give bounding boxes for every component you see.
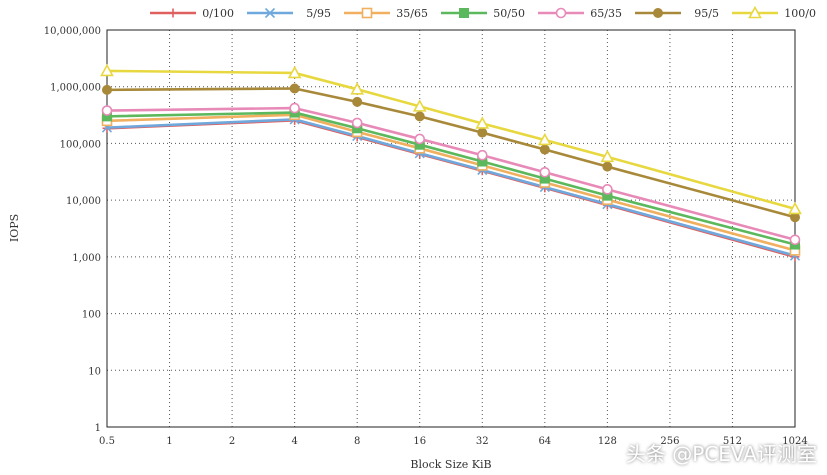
data-point (539, 144, 550, 155)
data-point (537, 132, 552, 146)
legend-label: 35/65 (396, 7, 428, 20)
plot-frame (106, 29, 796, 428)
data-point (600, 149, 615, 163)
data-point (653, 8, 663, 18)
data-point (289, 102, 300, 114)
data-point (414, 133, 426, 145)
y-tick-label: 100,000 (60, 139, 101, 150)
y-tick-label: 10,000,000 (44, 26, 101, 37)
legend-item: 65/35 (538, 7, 622, 20)
data-point (459, 8, 469, 18)
x-tick-label: 1 (166, 436, 172, 447)
legend-label: 95/5 (694, 7, 719, 20)
data-point (287, 65, 302, 79)
data-point (100, 63, 114, 77)
x-tick-label: 8 (354, 436, 360, 447)
x-axis-title: Block Size KiB (410, 458, 491, 471)
series (102, 83, 800, 223)
data-point (289, 83, 300, 94)
series-lines (100, 63, 802, 262)
data-point (476, 149, 488, 161)
legend-label: 65/35 (590, 7, 622, 20)
y-tick-label: 1,000,000 (50, 83, 101, 94)
series-line (106, 113, 796, 252)
grid (107, 30, 795, 427)
legend-label: 0/100 (202, 7, 234, 20)
y-tick-label: 10 (88, 366, 101, 377)
y-tick-label: 10,000 (66, 196, 101, 207)
x-tick-label: 128 (598, 436, 617, 447)
series (101, 114, 801, 261)
data-point (264, 7, 276, 19)
y-tick-label: 100 (82, 310, 101, 321)
data-point (788, 201, 802, 215)
data-point (350, 82, 365, 95)
x-tick-label: 2 (229, 436, 235, 447)
series-line (106, 69, 796, 211)
series (100, 63, 802, 215)
series-line (106, 106, 796, 242)
data-point (414, 111, 425, 122)
data-point (361, 7, 373, 19)
series-line (106, 111, 796, 246)
x-tick-label: 4 (291, 436, 297, 447)
y-tick-label: 1 (95, 423, 101, 434)
data-point (477, 127, 488, 138)
legend-label: 5/95 (306, 7, 331, 20)
data-point (351, 117, 363, 129)
data-point (602, 161, 613, 172)
legend-item: 5/95 (247, 7, 331, 20)
y-tick-label: 1,000 (72, 253, 101, 264)
series (102, 115, 800, 262)
series-line (106, 87, 796, 219)
legend-label: 50/50 (493, 7, 525, 20)
data-point (352, 96, 363, 107)
x-tick-label: 1024 (782, 436, 807, 447)
data-point (475, 116, 490, 129)
watermark: 头条 @PCEVA评测室 (625, 442, 817, 466)
x-tick-label: 64 (538, 436, 551, 447)
series (101, 102, 801, 246)
legend-item: 50/50 (441, 7, 525, 20)
legend: 0/100 5/95 35/65 50/50 65/35 95/5 100/0 (150, 5, 816, 20)
data-point (555, 7, 567, 19)
y-axis-title: IOPS (8, 214, 21, 242)
data-point (602, 184, 613, 195)
x-tick-label: 256 (660, 436, 679, 447)
legend-item: 95/5 (635, 7, 719, 20)
legend-item: 100/0 (732, 5, 816, 20)
data-point (748, 5, 762, 19)
legend-item: 35/65 (344, 7, 428, 20)
series-line (106, 118, 796, 257)
data-point (412, 99, 427, 112)
legend-item: 0/100 (150, 7, 234, 20)
data-point (168, 8, 178, 18)
x-tick-label: 0.5 (99, 436, 115, 447)
x-tick-label: 32 (476, 436, 489, 447)
legend-label: 100/0 (784, 7, 816, 20)
data-point (539, 166, 551, 178)
data-point (101, 105, 113, 116)
data-point (789, 234, 801, 246)
series (101, 109, 801, 256)
x-tick-label: 16 (413, 436, 426, 447)
data-point (102, 84, 112, 95)
axes: 0.5 1 2 4 8 16 32 64 128 256 512 1024 1 10 100 1,000 10,… (44, 26, 808, 447)
x-tick-label: 512 (723, 436, 742, 447)
